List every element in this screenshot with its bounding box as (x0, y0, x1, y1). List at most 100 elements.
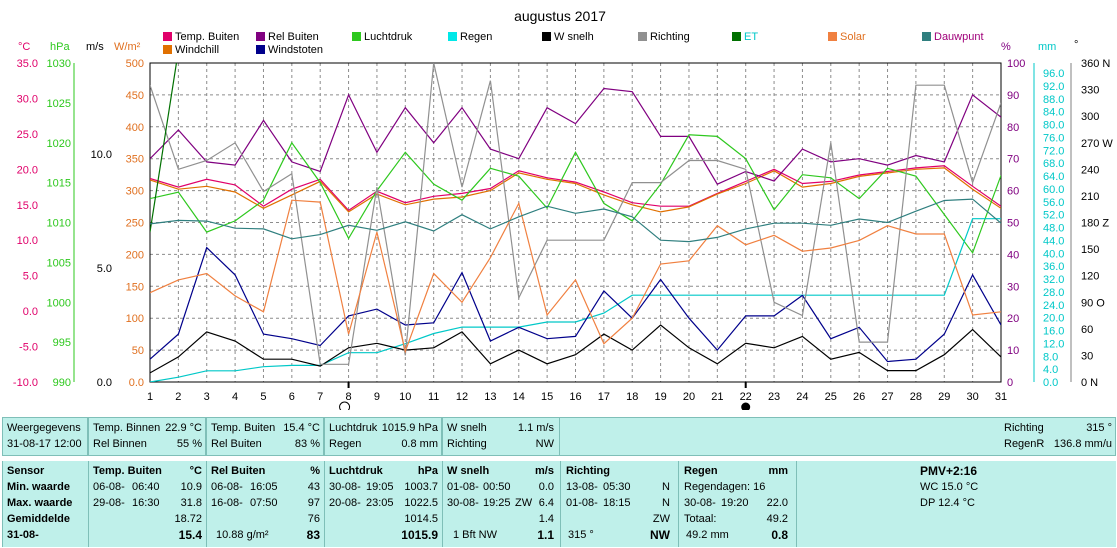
x-tick-label: 28 (910, 391, 922, 403)
legend-swatch (448, 32, 457, 41)
rain-tick-label: 60.0 (1043, 184, 1064, 196)
rain-tick-label: 36.0 (1043, 261, 1064, 273)
wind-avg-value: 1.4 (538, 513, 554, 525)
pressure-tick-label: 1020 (47, 138, 71, 150)
pressure-tick-label: 990 (53, 377, 71, 389)
richting-min-time: 05:30 (603, 481, 631, 493)
stats-col-wind (442, 461, 560, 547)
legend-temp-buiten: Temp. Buiten (163, 31, 239, 44)
humidity-tick-label: 10 (1007, 345, 1019, 357)
x-tick-label: 1 (147, 391, 153, 403)
temp-binnen-label: Temp. Binnen (93, 422, 161, 434)
pmv-title: PMV+2:16 (920, 464, 978, 478)
stats-col-pmv (796, 461, 1116, 547)
legend-swatch (638, 32, 647, 41)
humidity-tick-label: 40 (1007, 249, 1019, 261)
rain-tick-label: 8.0 (1043, 351, 1058, 363)
rain-tick-label: 84.0 (1043, 107, 1064, 119)
x-tick-label: 30 (967, 391, 979, 403)
direction-tick-label: 180 Z (1081, 218, 1109, 230)
direction-tick-label: 90 O (1081, 297, 1105, 309)
x-tick-label: 9 (374, 391, 380, 403)
solar-tick-label: 150 (126, 281, 144, 293)
x-tick-label: 27 (881, 391, 893, 403)
legend-label: Rel Buiten (268, 31, 319, 43)
rel-binnen-value: 55 % (176, 438, 202, 450)
luchtdruk-min-time: 19:05 (366, 481, 394, 493)
x-tick-label: 13 (484, 391, 496, 403)
rain-tick-label: 40.0 (1043, 248, 1064, 260)
legend-label: Regen (460, 31, 493, 43)
direction-tick-label: 150 (1081, 244, 1099, 256)
richting-current-direction: NW (650, 528, 670, 542)
rain-tick-label: 28.0 (1043, 287, 1064, 299)
temp-tick-label: 30.0 (17, 93, 38, 105)
legend-label: Windstoten (268, 44, 324, 56)
temp-min-value: 10.9 (180, 481, 202, 493)
legend-regen: Regen (448, 31, 492, 44)
regen-total-value: 49.2 (766, 513, 788, 525)
x-tick-label: 31 (995, 391, 1007, 403)
wind-max-value: 6.4 (538, 497, 554, 509)
temp-stat-title: Temp. Buiten (93, 465, 162, 477)
series-line-richting (150, 63, 1001, 365)
x-tick-label: 25 (825, 391, 837, 403)
temp-max-value: 31.8 (180, 497, 202, 509)
direction-tick-label: 0 N (1081, 377, 1098, 389)
weergegevens-timestamp: 31-08-17 12:00 (7, 438, 82, 450)
wind-max-direction: ZW (515, 497, 533, 509)
sensor-date-label: 31-08- (7, 529, 39, 541)
humidity-tick-label: 20 (1007, 313, 1019, 325)
rain-tick-label: 32.0 (1043, 274, 1064, 286)
wind-tick-label: 0.0 (97, 377, 112, 389)
legend-et: ET (732, 31, 758, 44)
wind-stat-unit: m/s (535, 465, 554, 477)
pressure-tick-label: 1030 (47, 58, 71, 70)
legend-rel-buiten: Rel Buiten (256, 31, 319, 44)
x-tick-label: 6 (289, 391, 295, 403)
temp-current-value: 15.4 (178, 528, 202, 542)
grid-lines (150, 63, 1001, 382)
rain-tick-label: 72.0 (1043, 145, 1064, 157)
x-tick-label: 17 (598, 391, 610, 403)
temp-buiten-label: Temp. Buiten (211, 422, 276, 434)
solar-tick-label: 250 (126, 218, 144, 230)
x-tick-label: 15 (541, 391, 553, 403)
regen-label: Regen (329, 438, 362, 450)
humidity-tick-label: 0 (1007, 377, 1013, 389)
rel-buiten-label: Rel Buiten (211, 438, 262, 450)
rain-tick-label: 52.0 (1043, 210, 1064, 222)
rain-tick-label: 68.0 (1043, 158, 1064, 170)
x-tick-label: 12 (456, 391, 468, 403)
richting-r-label: Richting (1004, 422, 1044, 434)
solar-tick-label: 450 (126, 90, 144, 102)
stats-col-luchtdruk (324, 461, 442, 547)
rel-avg-value: 76 (307, 513, 320, 525)
wind-min-date: 01-08- (447, 481, 479, 493)
temp-max-date: 29-08- (93, 497, 125, 509)
x-tick-label: 8 (346, 391, 352, 403)
pressure-axis-unit: hPa (50, 41, 70, 53)
rel-stat-title: Rel Buiten (211, 465, 266, 477)
rel-min-date: 06-08- (211, 481, 243, 493)
luchtdruk-max-date: 20-08- (329, 497, 361, 509)
temp-tick-label: 5.0 (23, 271, 38, 283)
legend-windstoten: Windstoten (256, 44, 323, 57)
rel-stat-unit: % (310, 465, 320, 477)
regen-days: Regendagen: 16 (684, 481, 766, 493)
legend-richting: Richting (638, 31, 690, 44)
humidity-tick-label: 30 (1007, 281, 1019, 293)
series-line-solar (150, 199, 1001, 354)
legend-label: ET (744, 31, 759, 43)
stats-col-rel (206, 461, 324, 547)
temp-tick-label: -10.0 (13, 377, 38, 389)
legend-dauwpunt: Dauwpunt (922, 31, 984, 44)
solar-tick-label: 500 (126, 58, 144, 70)
regenr-value: 136.8 mm/u (1053, 438, 1112, 450)
x-tick-label: 5 (260, 391, 266, 403)
series-line-rel-buiten (150, 87, 1001, 185)
stats-col-temp (88, 461, 206, 547)
legend-label: Windchill (175, 44, 220, 56)
luchtdruk-stat-unit: hPa (417, 465, 438, 477)
richting-avg-direction: ZW (652, 513, 670, 525)
